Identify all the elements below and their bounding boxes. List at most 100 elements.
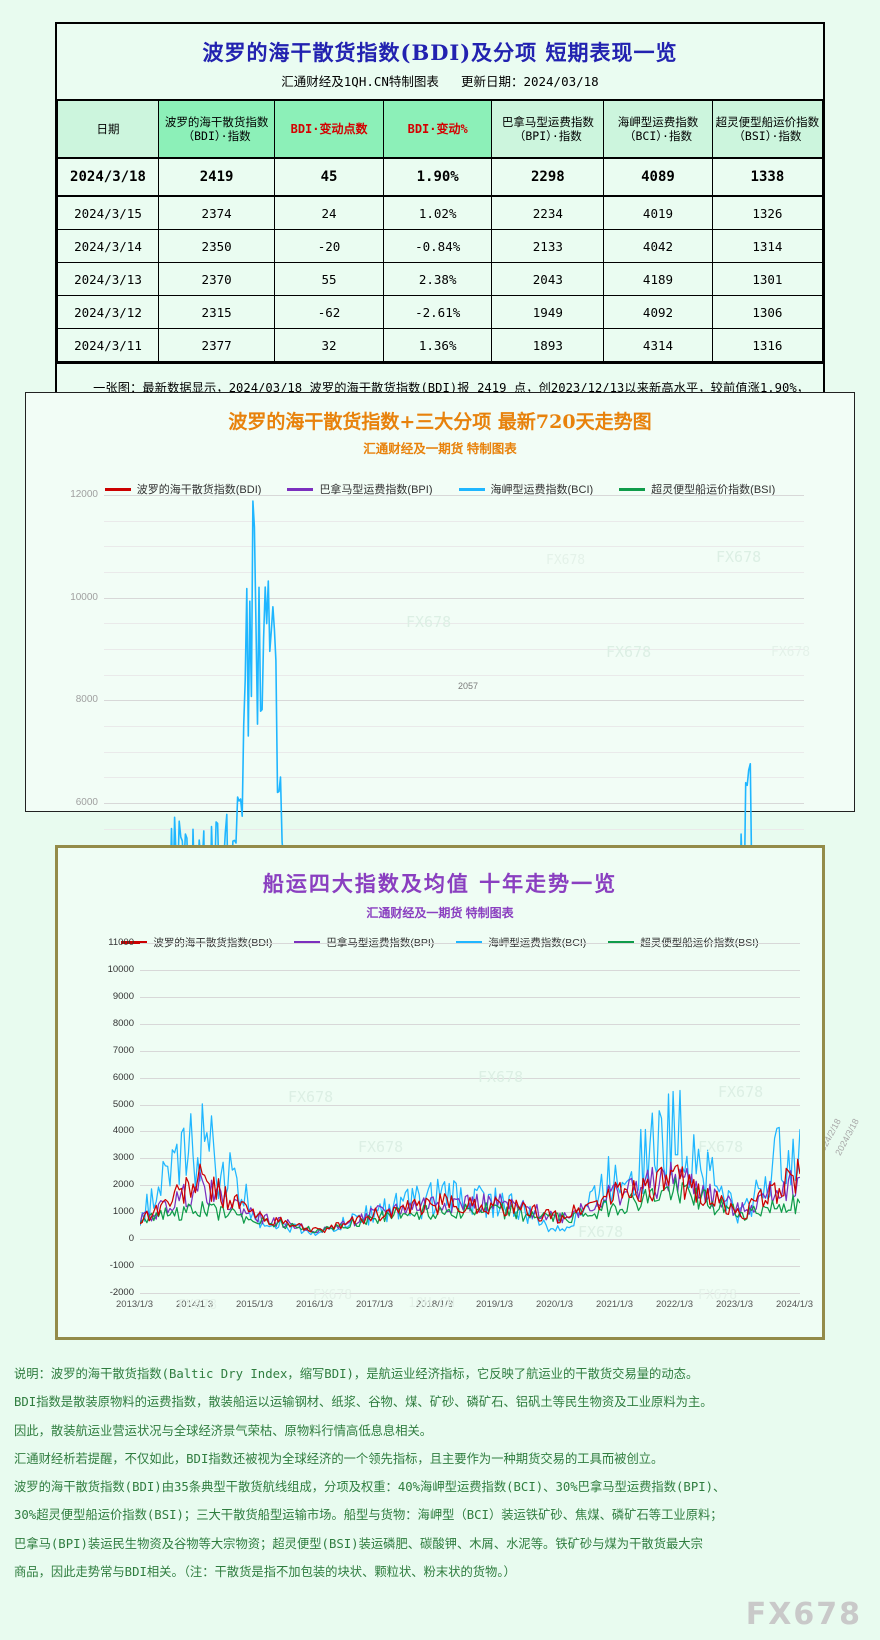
chart-watermark: FX678 [358, 1138, 404, 1156]
x-axis-tick-label: 2019/1/3 [476, 1299, 513, 1310]
table-cell: 1.36% [382, 328, 493, 362]
chart-gridline [140, 1212, 800, 1214]
y-axis-tick-label: 10000 [107, 963, 134, 975]
legend-swatch-bpi [287, 487, 314, 491]
table-update-date: 更新日期：2024/03/18 [460, 74, 599, 89]
chart-10year-legend: 波罗的海干散货指数(BDI) 巴拿马型运费指数(BPI) 海岬型运费指数(BCI… [58, 935, 822, 950]
x-axis-tick-label: 2018/1/3 [416, 1299, 453, 1310]
chart-gridline [140, 943, 800, 944]
legend-swatch-bdi [104, 487, 131, 491]
legend-label-bci: 海岬型运费指数(BCI) [490, 484, 594, 496]
footer-line-5: 30%超灵便型船运价指数(BSI)；三大干散货船型运输市场。船型与货物：海岬型（… [14, 1508, 723, 1523]
chart-watermark: FX678 [698, 1138, 744, 1156]
table-cell: 55 [274, 262, 384, 296]
chart-watermark: FX678 [178, 1298, 218, 1313]
chart-720day-legend: 波罗的海干散货指数(BDI) 巴拿马型运费指数(BPI) 海岬型运费指数(BCI… [26, 481, 854, 497]
y-axis-tick-label: 7000 [112, 1044, 134, 1056]
chart-gridline [140, 1077, 800, 1079]
chart-gridline [140, 969, 800, 971]
table-cell: 1316 [711, 328, 824, 362]
chart-minor-gridline [104, 828, 804, 830]
legend-item-bpi: 巴拿马型运费指数(BPI) [287, 481, 433, 497]
col-header-bdi-change-pct-label: BDI·变动% [407, 121, 468, 136]
y-axis-tick-label: 11000 [108, 937, 134, 948]
table-cell: -0.84% [382, 229, 493, 263]
legend-label-bsi: 超灵便型船运价指数(BSI) [651, 484, 776, 496]
table-cell: -2.61% [382, 295, 493, 329]
chart-gridline [140, 996, 800, 998]
x-axis-tick-label: 2022/1/3 [656, 1299, 693, 1310]
table-cell: 4042 [603, 229, 713, 263]
table-cell: 1326 [711, 195, 824, 230]
chart-gridline [140, 1293, 800, 1294]
y-axis-tick-label: -1000 [109, 1260, 134, 1272]
legend-item-bdi: 波罗的海干散货指数(BDI) [104, 481, 262, 497]
table-row: 2024/3/12 2315 -62 -2.61% 1949 4092 1306 [57, 295, 824, 329]
chart-gridline [104, 803, 804, 804]
y-axis-tick-label: -2000 [109, 1287, 134, 1298]
chart-annotation: 2057 [458, 681, 479, 691]
chart-720day-subtitle: 汇通财经及一期货 特制图表 [363, 442, 517, 456]
footer-line-4: 波罗的海干散货指数(BDI)由35条典型干散货航线组成，分项及权重：40%海岬型… [14, 1480, 726, 1495]
y-axis-tick-label: 9000 [112, 990, 134, 1002]
chart-gridline [104, 495, 804, 496]
legend2-swatch-bci [456, 941, 483, 944]
chart-gridline [104, 597, 804, 599]
chart-watermark: FX678 [606, 643, 652, 661]
table-cell: 2024/3/18 [57, 157, 159, 197]
footer-line-3: 汇通财经析若提醒，不仅如此，BDI指数还被视为全球经济的一个领先指标，且主要作为… [14, 1451, 664, 1466]
chart-watermark: FX678 [288, 1088, 334, 1106]
x-axis-tick-label: 2015/1/3 [236, 1299, 273, 1310]
col-header-bpi: 巴拿马型运费指数 （BPI）·指数 [491, 99, 605, 159]
bdi-table-panel: 波罗的海干散货指数(BDI)及分项 短期表现一览 汇通财经及1QH.CN特制图表… [55, 22, 825, 478]
chart-minor-gridline [104, 520, 804, 522]
x-axis-tick-label: 2021/1/3 [596, 1299, 633, 1310]
table-cell: 4089 [603, 157, 713, 197]
table-cell: 2370 [157, 262, 276, 296]
chart-minor-gridline [104, 572, 804, 573]
chart-gridline [140, 1050, 800, 1052]
bdi-table: 日期 波罗的海干散货指数 （BDI）·指数 BDI·变动点数 BDI·变动% 巴拿… [57, 99, 824, 362]
chart-minor-gridline [104, 726, 804, 727]
chart-watermark: FX678 [478, 1068, 524, 1086]
chart-minor-gridline [104, 674, 804, 676]
footer-line-6: 巴拿马(BPI)装运民生物资及谷物等大宗物资；超灵便型(BSI)装运磷肥、碳酸钾… [14, 1536, 703, 1551]
table-cell: 4019 [603, 195, 713, 230]
page-watermark: FX678 [745, 1597, 862, 1632]
chart-720day-title: 波罗的海干散货指数+三大分项 最新720天走势图 [228, 411, 652, 433]
y-axis-tick-label: 3000 [112, 1152, 134, 1164]
chart-series-svg [140, 1089, 800, 1237]
legend-swatch-bci [458, 487, 485, 491]
chart-watermark: FX678 [716, 548, 762, 566]
table-cell: 1338 [711, 157, 824, 197]
chart-10year-panel: 船运四大指数及均值 十年走势一览 汇通财经及一期货 特制图表 波罗的海干散货指数… [55, 845, 825, 1340]
chart-watermark: FX678 [546, 553, 586, 568]
chart-minor-gridline [104, 546, 804, 548]
table-row: 2024/3/14 2350 -20 -0.84% 2133 4042 1314 [57, 229, 824, 263]
y-axis-tick-label: 8000 [112, 1017, 134, 1029]
table-cell: 1.90% [382, 157, 493, 197]
x-axis-tick-label: 2014/1/3 [176, 1299, 213, 1310]
legend2-swatch-bpi [294, 941, 321, 944]
footer-line-0: 说明：波罗的海干散货指数(Baltic Dry Index，缩写BDI)，是航运… [14, 1367, 699, 1381]
table-cell: 2024/3/15 [57, 195, 159, 230]
y-axis-tick-label: 6000 [75, 797, 98, 808]
table-cell: 2024/3/14 [57, 229, 159, 263]
chart-gridline [104, 700, 804, 702]
table-cell: 4092 [603, 295, 713, 329]
chart-watermark: FX678 [698, 1288, 738, 1303]
table-cell: 2024/3/12 [57, 295, 159, 329]
chart-gridline [140, 1023, 800, 1025]
chart-watermark: FX678 [406, 613, 452, 631]
table-cell: -20 [274, 229, 384, 263]
y-axis-tick-label: 2000 [112, 1179, 134, 1191]
table-cell: 2024/3/13 [57, 262, 159, 296]
legend2-swatch-bsi [608, 941, 635, 944]
legend-label-bpi: 巴拿马型运费指数(BPI) [319, 484, 433, 496]
chart-watermark: FX678 [718, 1083, 764, 1101]
footer-description: 说明：波罗的海干散货指数(Baltic Dry Index，缩写BDI)，是航运… [0, 1348, 880, 1586]
col-header-bdi-change-pct: BDI·变动% [382, 99, 493, 159]
table-cell: 1301 [711, 262, 824, 296]
chart-watermark: FX678 [313, 1288, 353, 1303]
legend-label-bdi: 波罗的海干散货指数(BDI) [136, 484, 262, 496]
